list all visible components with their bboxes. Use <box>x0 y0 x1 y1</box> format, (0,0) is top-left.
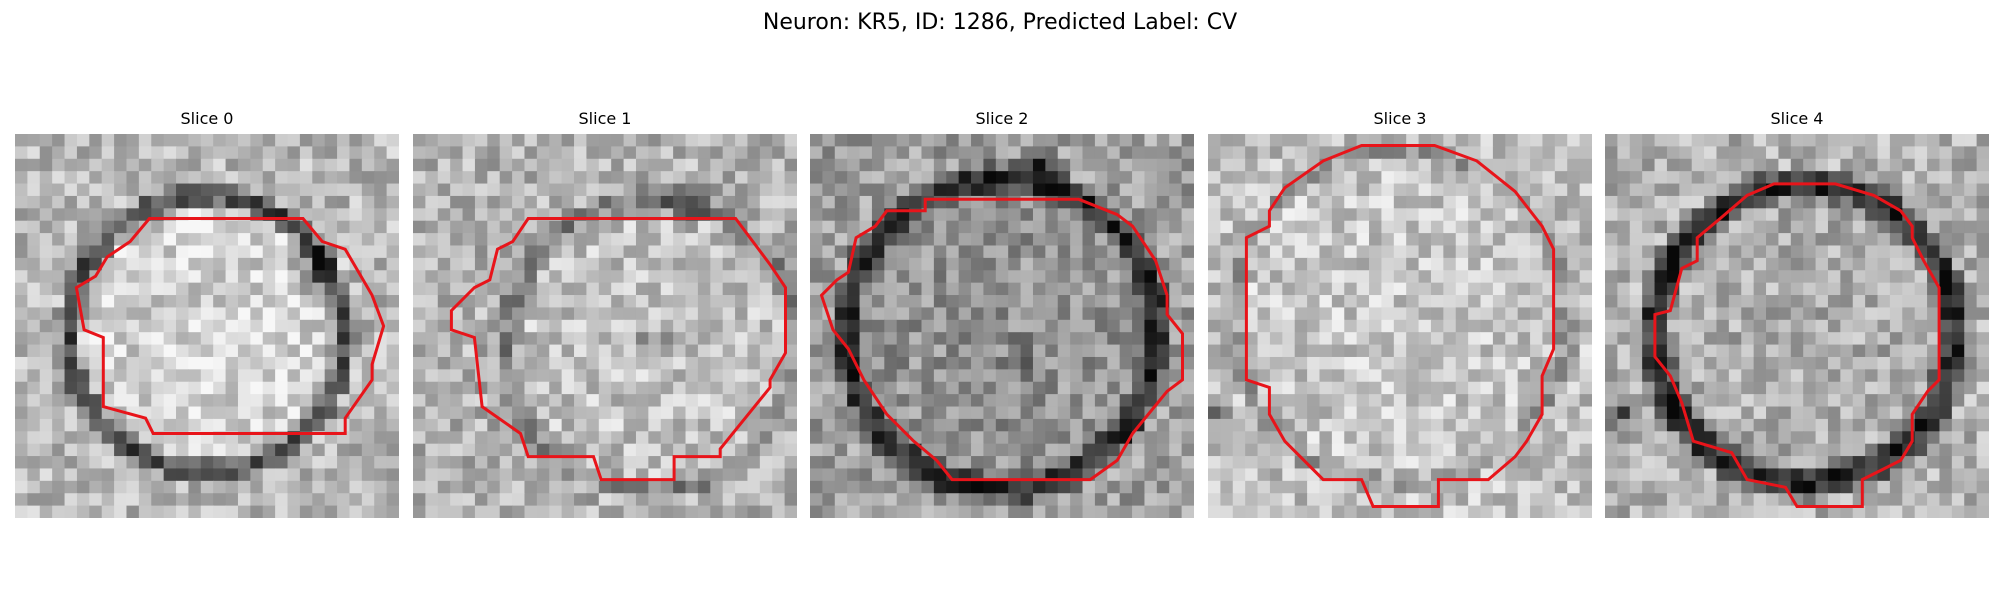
slice-title-4: Slice 4 <box>1770 109 1824 128</box>
slice-panel-3: Slice 3 <box>1208 108 1592 518</box>
slice-image-4 <box>1605 134 1989 518</box>
slice-image-3 <box>1208 134 1592 518</box>
contour-outline-2 <box>819 197 1184 482</box>
slice-image-1 <box>413 134 797 518</box>
figure-title: Neuron: KR5, ID: 1286, Predicted Label: … <box>762 10 1238 35</box>
contour-outline-0 <box>74 217 386 435</box>
slice-title-2: Slice 2 <box>975 109 1029 128</box>
slice-title-3: Slice 3 <box>1373 109 1427 128</box>
slice-image-0 <box>15 134 399 518</box>
slice-title-1: Slice 1 <box>578 109 632 128</box>
slice-image-2 <box>810 134 1194 518</box>
slice-panel-4: Slice 4 <box>1605 108 1989 518</box>
contour-outline-1 <box>449 217 787 482</box>
slice-panel-1: Slice 1 <box>413 108 797 518</box>
slice-title-0: Slice 0 <box>180 109 234 128</box>
slice-panel-0: Slice 0 <box>15 108 399 518</box>
contour-outline-3 <box>1244 144 1556 508</box>
contour-outline-4 <box>1653 182 1941 508</box>
slice-panel-2: Slice 2 <box>810 108 1194 518</box>
